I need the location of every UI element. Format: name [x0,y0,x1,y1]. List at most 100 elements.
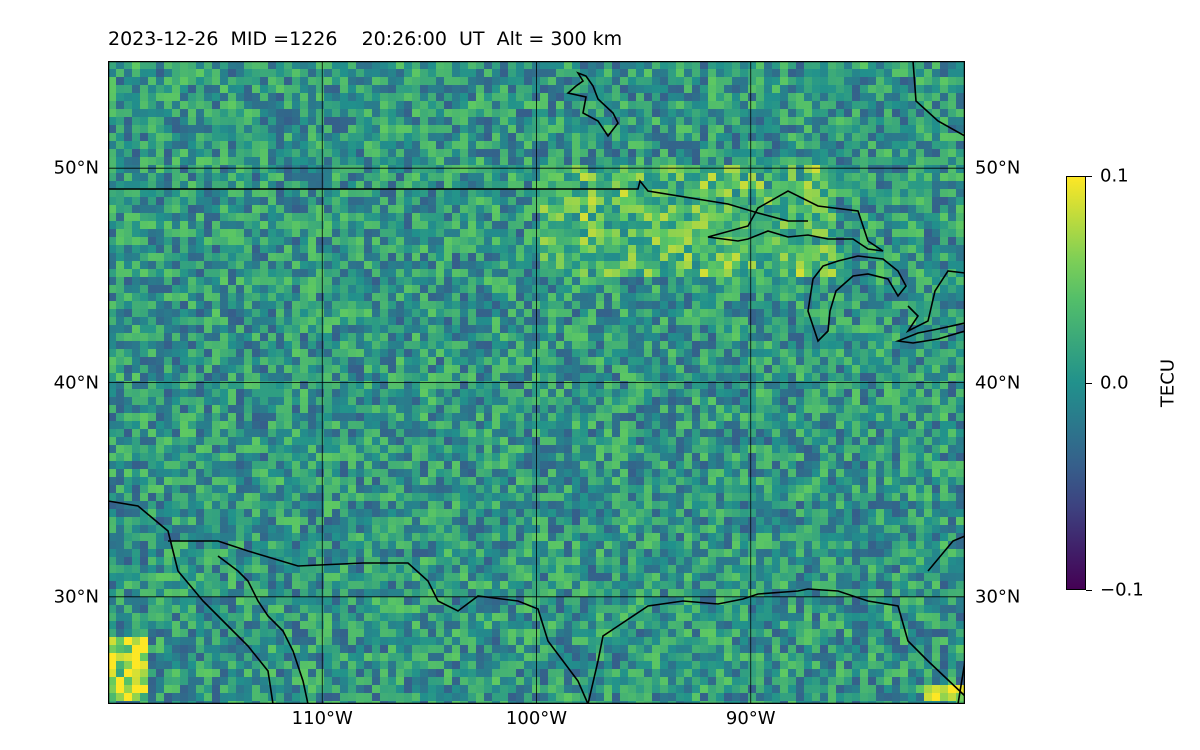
tec-cell [244,397,253,406]
tec-cell [388,317,397,326]
tec-cell [724,293,733,302]
tec-cell [476,173,485,182]
tec-cell [508,301,517,310]
tec-cell [108,309,117,318]
tec-cell [412,165,421,174]
tec-cell [604,237,613,246]
tec-cell [276,149,285,158]
tec-cell [732,133,741,142]
tec-cell [756,349,765,358]
tec-cell [548,245,557,254]
tec-cell [148,165,157,174]
tec-cell [108,93,117,102]
tec-cell [828,157,837,166]
tec-cell [140,357,149,366]
tec-cell [308,253,317,262]
tec-cell [460,61,469,70]
tec-cell [644,69,653,78]
tec-cell [436,325,445,334]
tec-cell [116,317,125,326]
tec-cell [948,85,957,94]
tec-cell [604,165,613,174]
tec-cell [852,269,861,278]
tec-cell [284,213,293,222]
tec-cell [484,245,493,254]
tec-cell [500,269,509,278]
tec-cell [916,245,925,254]
tec-cell [852,389,861,398]
tec-cell [580,253,589,262]
tec-cell [436,197,445,206]
tec-cell [468,133,477,142]
tec-cell [932,221,941,230]
tec-cell [444,205,453,214]
tec-cell [956,93,965,102]
tec-cell [156,381,165,390]
tec-cell [764,157,773,166]
tec-cell [948,413,957,422]
tec-cell [604,125,613,134]
tec-cell [588,373,597,382]
tec-cell [492,277,501,286]
tec-cell [948,357,957,366]
tec-cell [420,357,429,366]
tec-cell [596,221,605,230]
tec-cell [364,357,373,366]
tec-cell [276,117,285,126]
tec-cell [324,117,333,126]
tec-cell [228,101,237,110]
tec-cell [508,85,517,94]
tec-cell [204,301,213,310]
tec-cell [868,269,877,278]
tec-cell [196,61,205,70]
tec-cell [148,125,157,134]
tec-cell [340,389,349,398]
tec-cell [356,333,365,342]
tec-cell [908,69,917,78]
tec-cell [548,133,557,142]
tec-cell [396,61,405,70]
tec-cell [692,293,701,302]
tec-cell [188,213,197,222]
tec-cell [236,205,245,214]
tec-cell [892,125,901,134]
tec-cell [252,253,261,262]
tec-cell [652,101,661,110]
tec-cell [636,349,645,358]
tec-cell [172,277,181,286]
tec-cell [524,277,533,286]
tec-cell [636,253,645,262]
tec-cell [492,261,501,270]
tec-cell [468,301,477,310]
tec-cell [284,149,293,158]
tec-cell [836,85,845,94]
tec-cell [524,101,533,110]
tec-cell [188,325,197,334]
tec-cell [652,397,661,406]
tec-cell [884,173,893,182]
tec-cell [292,205,301,214]
tec-cell [180,285,189,294]
tec-cell [308,397,317,406]
tec-cell [180,397,189,406]
tec-cell [756,189,765,198]
tec-cell [204,149,213,158]
tec-cell [956,261,965,270]
tec-cell [588,245,597,254]
tec-cell [292,197,301,206]
tec-cell [508,261,517,270]
tec-cell [516,85,525,94]
tec-cell [332,149,341,158]
tec-cell [860,117,869,126]
tec-cell [700,373,709,382]
tec-cell [420,317,429,326]
tec-cell [572,277,581,286]
tec-cell [492,413,501,422]
tec-cell [300,149,309,158]
tec-cell [508,229,517,238]
tec-cell [820,405,829,414]
tec-cell [524,253,533,262]
tec-cell [884,325,893,334]
tec-cell [220,149,229,158]
tec-cell [764,165,773,174]
